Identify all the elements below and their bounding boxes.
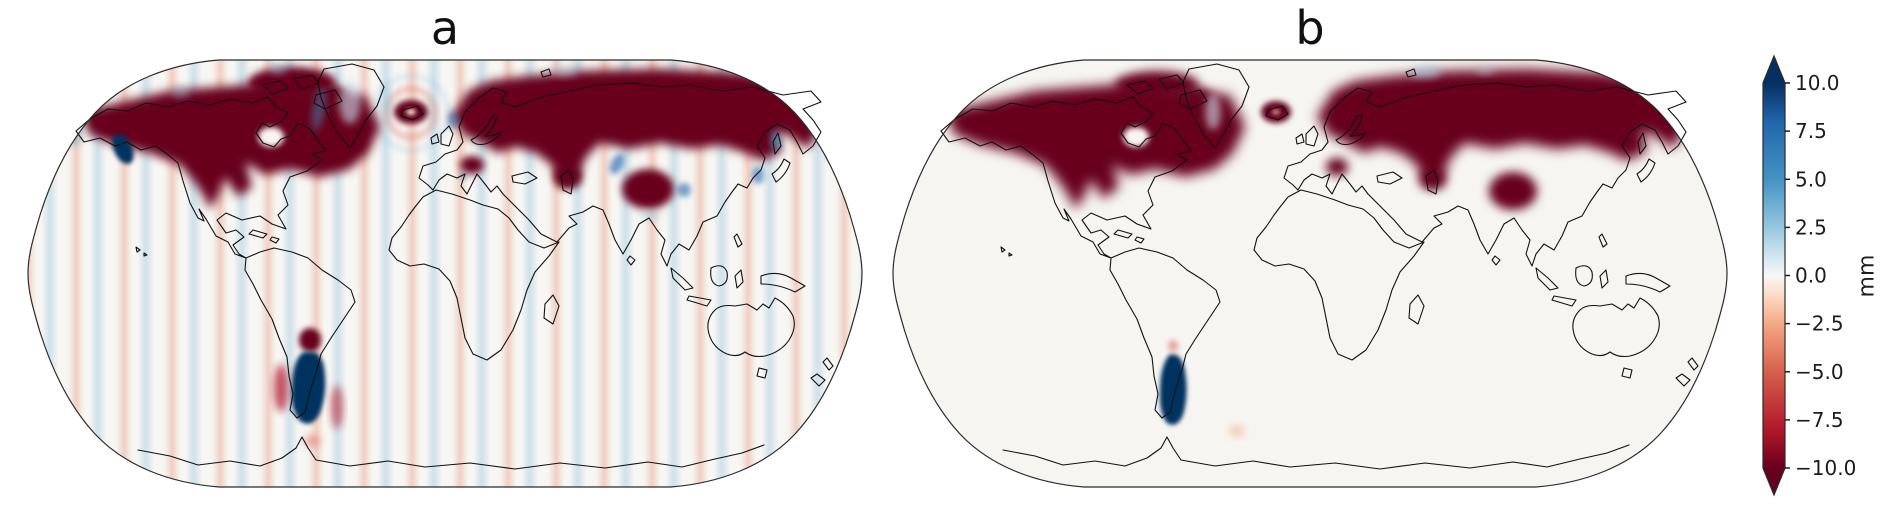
colorbar-gradient-bar: [1762, 54, 1786, 497]
colorbar-tick-label: −7.5: [1795, 408, 1844, 432]
patagonia-red-flanks-a: [274, 364, 343, 447]
colorbar-tick-label: −5.0: [1795, 360, 1844, 384]
colorbar-tick-label: 5.0: [1795, 167, 1827, 191]
colorbar-tick-label: −10.0: [1795, 456, 1856, 480]
colorbar-unit-label: mm: [1855, 255, 1880, 298]
positive-anomalies-b: [1159, 66, 1495, 425]
negative-anomalies-a: [80, 67, 832, 352]
colorbar-tick-label: 10.0: [1795, 71, 1840, 95]
map-panel-b: [892, 59, 1728, 488]
colorbar-tick-label: 2.5: [1795, 215, 1827, 239]
panel-a-title: a: [430, 1, 460, 55]
colorbar-tick-label: 0.0: [1795, 264, 1827, 288]
faint-red-spots-b: [1168, 340, 1245, 437]
panel-b-title: b: [1295, 1, 1325, 55]
light-holes-b: [1123, 109, 1280, 147]
map-a-data-field: [28, 60, 862, 487]
light-holes-a: [258, 108, 416, 147]
colorbar-tick-marks: [1785, 82, 1790, 469]
colorbar-tick-labels: 10.0 7.5 5.0 2.5 0.0 −2.5 −5.0 −7.5 −10.…: [1795, 71, 1856, 480]
colorbar-tick-label: −2.5: [1795, 312, 1844, 336]
colorbar: 10.0 7.5 5.0 2.5 0.0 −2.5 −5.0 −7.5 −10.…: [1762, 54, 1880, 497]
map-panel-a: [27, 59, 863, 488]
colorbar-tick-label: 7.5: [1795, 119, 1827, 143]
map-b-data-field: [945, 66, 1697, 437]
negative-anomalies-b: [945, 69, 1697, 210]
